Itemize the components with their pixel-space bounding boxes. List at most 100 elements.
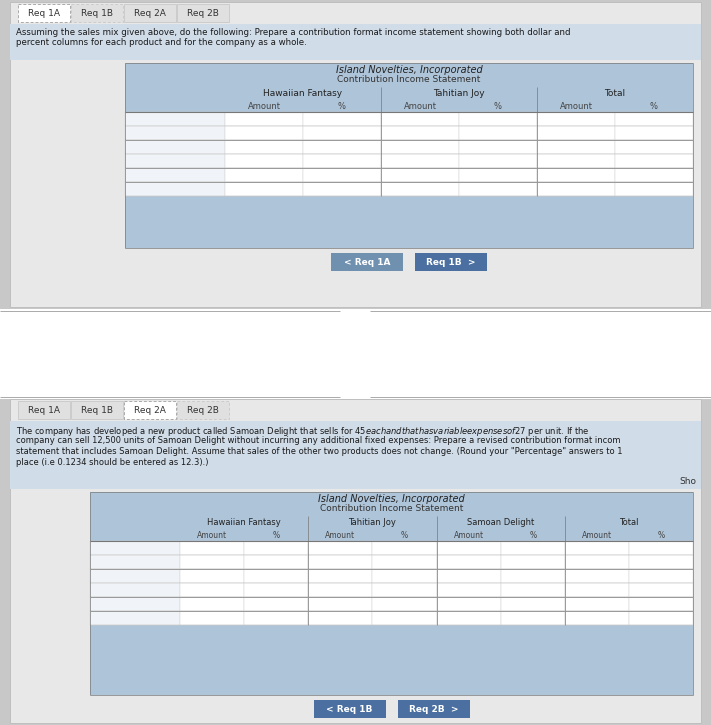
Bar: [537, 154, 615, 168]
Bar: [244, 569, 309, 583]
Bar: [373, 569, 437, 583]
Text: Samoan Delight: Samoan Delight: [467, 518, 534, 527]
Bar: [381, 126, 459, 140]
Bar: [180, 611, 244, 625]
Text: Req 1B  >: Req 1B >: [427, 257, 476, 267]
Text: Assuming the sales mix given above, do the following: Prepare a contribution for: Assuming the sales mix given above, do t…: [16, 28, 570, 47]
Bar: [244, 541, 309, 555]
Bar: [501, 569, 565, 583]
Bar: [459, 154, 537, 168]
Bar: [459, 112, 537, 126]
Bar: [565, 597, 629, 611]
Bar: [381, 168, 459, 182]
Bar: [125, 154, 225, 168]
Text: Total: Total: [619, 518, 638, 527]
Bar: [309, 555, 373, 569]
Bar: [180, 541, 244, 555]
Bar: [90, 555, 180, 569]
Bar: [125, 112, 225, 126]
Bar: [18, 4, 70, 22]
Bar: [459, 182, 537, 196]
Text: %: %: [529, 531, 536, 539]
Text: Amount: Amount: [325, 531, 356, 539]
Bar: [537, 140, 615, 154]
Bar: [373, 611, 437, 625]
Bar: [225, 182, 303, 196]
Bar: [565, 569, 629, 583]
Text: Req 2B  >: Req 2B >: [409, 705, 459, 713]
Bar: [437, 541, 501, 555]
Bar: [437, 583, 501, 597]
Bar: [373, 597, 437, 611]
Text: Hawaiian Fantasy: Hawaiian Fantasy: [207, 518, 281, 527]
Bar: [10, 399, 701, 723]
Bar: [537, 168, 615, 182]
Text: Req 2B: Req 2B: [187, 9, 219, 17]
Bar: [225, 168, 303, 182]
Bar: [615, 140, 693, 154]
Text: Amount: Amount: [560, 102, 592, 110]
Bar: [303, 126, 381, 140]
Text: %: %: [338, 102, 346, 110]
Bar: [303, 112, 381, 126]
Bar: [331, 253, 403, 271]
Text: Sho: Sho: [679, 476, 696, 486]
Bar: [537, 126, 615, 140]
Bar: [125, 126, 225, 140]
Bar: [314, 700, 385, 718]
Bar: [459, 168, 537, 182]
Bar: [225, 126, 303, 140]
Bar: [615, 168, 693, 182]
Bar: [437, 611, 501, 625]
Bar: [309, 541, 373, 555]
Bar: [180, 597, 244, 611]
Bar: [90, 541, 180, 555]
Bar: [437, 597, 501, 611]
Bar: [244, 597, 309, 611]
Bar: [501, 555, 565, 569]
Bar: [177, 401, 229, 419]
Bar: [10, 2, 701, 307]
Bar: [629, 611, 693, 625]
Bar: [437, 569, 501, 583]
Bar: [18, 401, 70, 419]
Bar: [125, 63, 693, 248]
Text: %: %: [401, 531, 408, 539]
Text: Contribution Income Statement: Contribution Income Statement: [320, 503, 463, 513]
Bar: [629, 555, 693, 569]
Text: Tahitian Joy: Tahitian Joy: [433, 89, 485, 98]
Text: Req 2B: Req 2B: [187, 405, 219, 415]
Text: Island Novelties, Incorporated: Island Novelties, Incorporated: [318, 494, 465, 504]
Bar: [303, 154, 381, 168]
Bar: [381, 112, 459, 126]
Bar: [501, 611, 565, 625]
Bar: [303, 168, 381, 182]
Bar: [0, 309, 711, 399]
Text: Req 1B: Req 1B: [81, 405, 113, 415]
Bar: [244, 555, 309, 569]
Text: Req 1B: Req 1B: [81, 9, 113, 17]
Bar: [180, 555, 244, 569]
Bar: [415, 253, 487, 271]
Bar: [71, 4, 123, 22]
Bar: [615, 112, 693, 126]
Text: Amount: Amount: [454, 531, 483, 539]
Text: %: %: [272, 531, 279, 539]
Bar: [615, 182, 693, 196]
Text: place (i.e 0.1234 should be entered as 12.3).): place (i.e 0.1234 should be entered as 1…: [16, 458, 208, 467]
Bar: [225, 140, 303, 154]
Bar: [10, 24, 701, 60]
Text: company can sell 12,500 units of Samoan Delight without incurring any additional: company can sell 12,500 units of Samoan …: [16, 436, 621, 445]
Bar: [381, 154, 459, 168]
Bar: [225, 154, 303, 168]
Bar: [537, 182, 615, 196]
Bar: [244, 611, 309, 625]
Text: < Req 1B: < Req 1B: [326, 705, 373, 713]
Text: statement that includes Samoan Delight. Assume that sales of the other two produ: statement that includes Samoan Delight. …: [16, 447, 623, 456]
Bar: [125, 168, 225, 182]
Text: Total: Total: [604, 89, 626, 98]
Text: Req 2A: Req 2A: [134, 405, 166, 415]
Bar: [459, 140, 537, 154]
Text: Req 1A: Req 1A: [28, 405, 60, 415]
Text: %: %: [650, 102, 658, 110]
